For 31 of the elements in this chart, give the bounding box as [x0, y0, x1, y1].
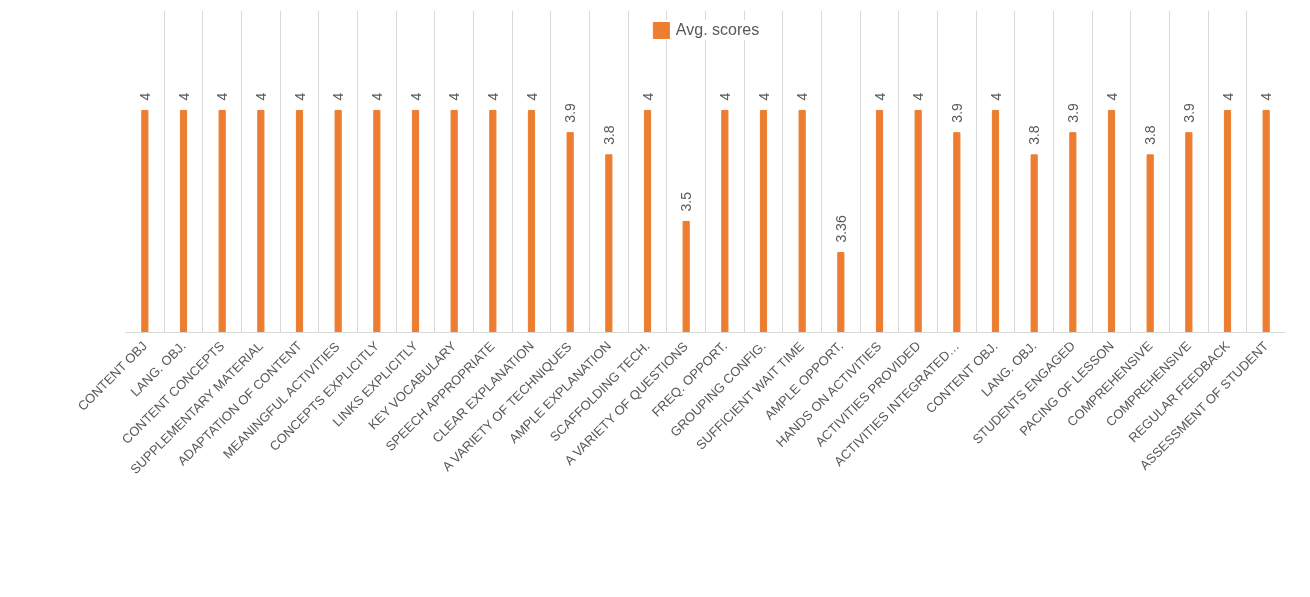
data-label: 4: [136, 92, 153, 101]
data-label: 4: [484, 92, 501, 101]
data-label: 4: [252, 92, 269, 101]
data-label: 4: [1103, 92, 1120, 101]
data-label: 4: [1219, 92, 1236, 101]
data-label: 4: [639, 92, 656, 101]
data-label: 4: [407, 92, 424, 101]
data-label: 4: [1258, 92, 1275, 101]
data-label: 4: [175, 92, 192, 101]
data-label: 4: [987, 92, 1004, 101]
data-label: 4: [291, 92, 308, 101]
data-label: 3.8: [1026, 125, 1043, 145]
legend-label: Avg. scores: [675, 21, 760, 39]
data-label: 3.9: [562, 102, 579, 123]
data-label: 3.9: [1064, 102, 1081, 123]
data-label: 4: [871, 92, 888, 101]
data-label: 3.8: [600, 125, 617, 145]
data-label: 3.36: [832, 215, 849, 243]
data-label: 3.9: [948, 102, 965, 123]
data-label: 4: [330, 92, 347, 101]
data-label: 4: [523, 92, 540, 101]
data-label: 4: [368, 92, 385, 101]
data-label: 4: [910, 92, 927, 101]
data-label: 4: [794, 92, 811, 101]
data-label: 3.8: [1142, 125, 1159, 145]
data-label: 3.5: [678, 191, 695, 212]
data-label: 4: [214, 92, 231, 101]
data-label: 4: [716, 92, 733, 101]
data-label: 4: [446, 92, 463, 101]
data-label: 3.9: [1180, 102, 1197, 123]
data-label: 4: [755, 92, 772, 101]
